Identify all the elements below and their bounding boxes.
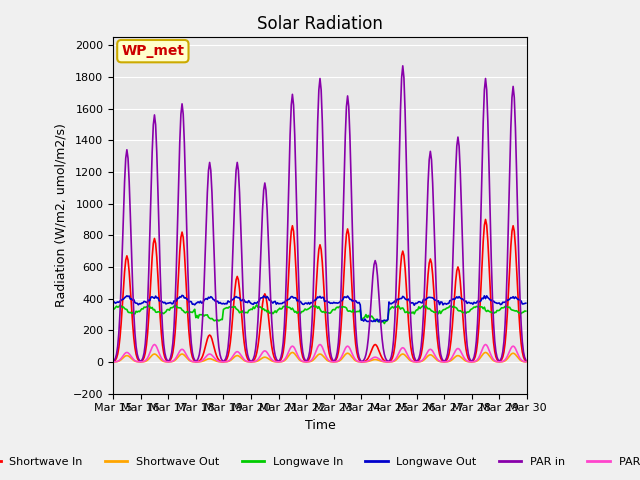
Y-axis label: Radiation (W/m2, umol/m2/s): Radiation (W/m2, umol/m2/s) [54,123,67,307]
Legend: Shortwave In, Shortwave Out, Longwave In, Longwave Out, PAR in, PAR out: Shortwave In, Shortwave Out, Longwave In… [0,453,640,471]
Title: Solar Radiation: Solar Radiation [257,15,383,33]
Text: WP_met: WP_met [122,44,184,58]
X-axis label: Time: Time [305,419,335,432]
